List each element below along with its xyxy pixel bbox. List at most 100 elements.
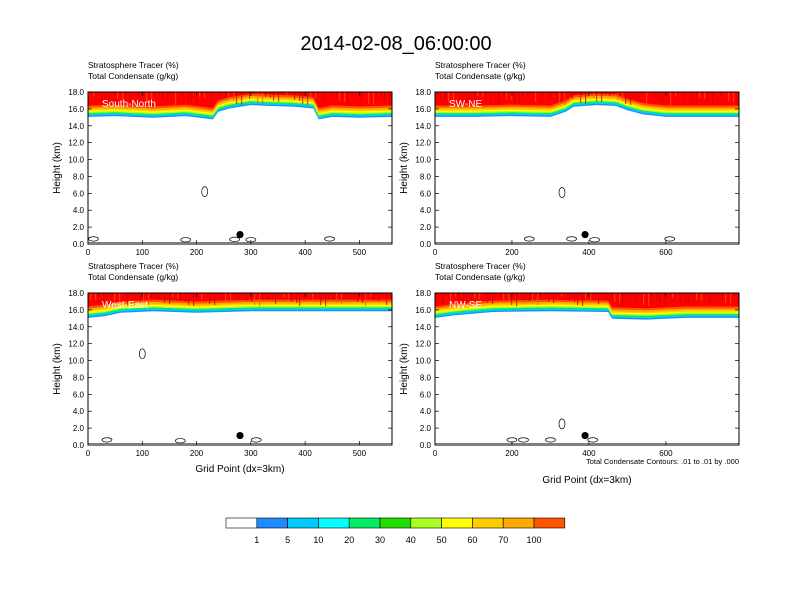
tracer-streak [582,293,584,306]
tracer-streak [688,293,690,306]
plot-frame [87,91,393,245]
tracer-streak [262,92,264,104]
condensate-contour [545,437,556,443]
tracer-streak [349,293,351,298]
tracer-streak [733,92,735,102]
y-tick-label: 14.0 [68,323,84,332]
y-tick-label: 12.0 [68,340,84,349]
colorbar-swatch [533,517,566,529]
tracer-streak [622,92,624,101]
y-axis-label: Height (km) [399,343,410,395]
tracer-streak [236,92,238,104]
condensate-contour [101,437,113,443]
tracer-streak [437,92,439,96]
condensate-contour [180,237,192,243]
tracer-streak [622,293,624,306]
tracer-streak [191,92,193,103]
tracer-streak [106,293,108,297]
tracer-streak [164,293,166,303]
tracer-streak [458,293,460,300]
x-tick-label: 400 [582,248,596,257]
x-tick-label: 0 [433,449,438,458]
y-tick-label: 16.0 [68,105,84,114]
tracer-streak [675,92,677,96]
tracer-streak [106,92,108,102]
tracer-streak [651,293,653,299]
colorbar-swatch [441,517,473,529]
tracer-streak [680,293,682,302]
x-tick-label: 500 [353,248,367,257]
tracer-streak [561,293,563,297]
tracer-streak [148,293,150,305]
x-tick-label: 400 [298,248,312,257]
tracer-streak [360,92,362,100]
figure-title: 2014-02-08_06:00:00 [300,33,491,55]
tracer-streak [214,293,216,305]
tracer-streak [453,92,455,104]
x-tick-label: 600 [659,449,673,458]
y-tick-label: 14.0 [415,323,431,332]
y-tick-label: 2.0 [420,223,432,232]
condensate-contour [174,438,186,444]
tracer-streak [188,92,190,100]
tracer-streak [167,92,169,101]
tracer-streak [151,92,153,103]
tracer-streak [479,293,481,299]
cross-section-label: West-East [102,300,148,311]
y-tick-label: 4.0 [420,407,432,416]
tracer-streak [225,92,227,97]
location-marker [581,230,589,239]
tracer-streak [635,293,637,301]
tracer-streak [119,293,121,302]
tracer-streak [378,293,380,301]
x-tick-label: 200 [505,248,519,257]
tracer-streak [233,92,235,101]
tracer-streak [288,293,290,299]
tracer-streak [294,92,296,100]
y-tick-label: 12.0 [415,139,431,148]
tracer-streak [154,92,156,96]
tracer-streak [556,92,558,101]
colorbar-label: 10 [313,535,323,545]
y-tick-label: 2.0 [73,424,85,433]
tracer-streak [323,92,325,103]
panel-south-north: Stratosphere Tracer (%)Total Condensate … [52,60,393,257]
tracer-streak [601,92,603,102]
condensate-contour [566,236,577,242]
tracer-streak [717,293,719,299]
tracer-streak [249,92,251,99]
condensate-contour [664,236,676,242]
tracer-streak [310,92,312,98]
x-tick-label: 300 [244,248,258,257]
tracer-streak [537,293,539,305]
y-tick-label: 10.0 [68,156,84,165]
tracer-streak [307,92,309,105]
colorbar-label: 70 [498,535,508,545]
tracer-streak [251,293,253,302]
tracer-streak [572,92,574,99]
tracer-streak [333,293,335,300]
tracer-streak [188,293,190,305]
colorbar-label: 20 [344,535,354,545]
tracer-streak [577,293,579,305]
colorbar-swatch [410,517,442,529]
condensate-contour [201,186,209,197]
y-tick-label: 4.0 [73,206,85,215]
tracer-streak [646,92,648,103]
tracer-streak [500,293,502,298]
x-tick-label: 400 [582,449,596,458]
y-tick-label: 6.0 [73,189,85,198]
tracer-streak [596,92,598,101]
tracer-streak [325,293,327,306]
tracer-streak [278,92,280,102]
tracer-streak [257,92,259,103]
tracer-streak [611,293,613,299]
tracer-streak [654,92,656,97]
tracer-streak [593,92,595,98]
tracer-streak [172,293,174,297]
location-marker [236,431,244,440]
tracer-streak [304,293,306,297]
panel-west-east: Stratosphere Tracer (%)Total Condensate … [52,261,393,475]
tracer-streak [722,293,724,300]
tracer-streak [114,293,116,301]
